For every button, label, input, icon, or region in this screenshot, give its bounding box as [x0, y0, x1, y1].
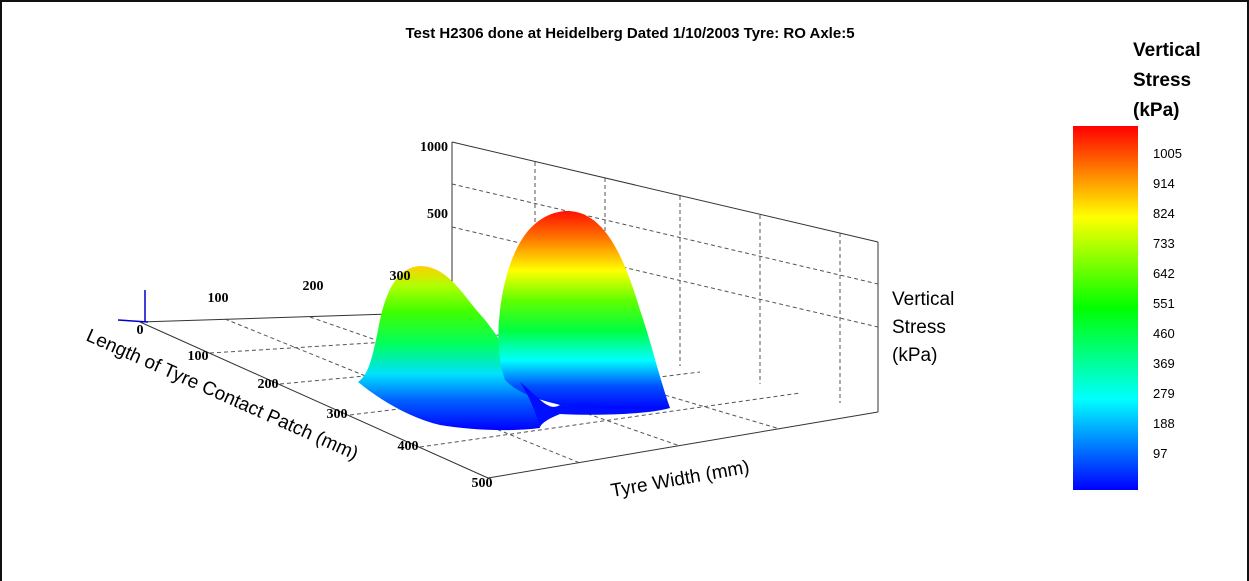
axes-box — [117, 141, 879, 479]
colorbar-title-line-1: Vertical — [1133, 40, 1201, 61]
colorbar-tick-369: 369 — [1153, 356, 1175, 371]
y-axis-label: Length of Tyre Contact Patch (mm) — [83, 325, 361, 464]
colorbar-tick-279: 279 — [1153, 386, 1175, 401]
x-tick-label-200: 200 — [303, 279, 324, 294]
colorbar-tick-1005: 1005 — [1153, 146, 1182, 161]
y-tick-label-200: 200 — [258, 377, 279, 392]
colorbar-tick-733: 733 — [1153, 236, 1175, 251]
y-tick-label-100: 100 — [188, 349, 209, 364]
colorbar-tick-460: 460 — [1153, 326, 1175, 341]
colorbar-gradient — [1073, 126, 1138, 490]
chart-title: Test H2306 done at Heidelberg Dated 1/10… — [405, 25, 854, 42]
stress-peak-right — [498, 210, 670, 411]
z-axis-label-line-2: Stress — [892, 317, 946, 338]
origin-axis-horizontal — [117, 319, 149, 323]
colorbar-tick-914: 914 — [1153, 176, 1175, 191]
back-grid-h2 — [451, 183, 879, 285]
x-axis-label: Tyre Width (mm) — [609, 457, 751, 502]
y-tick-label-400: 400 — [398, 439, 419, 454]
colorbar-tick-551: 551 — [1153, 296, 1175, 311]
z-tick-label-500: 500 — [427, 207, 448, 222]
floor-grid-a4 — [419, 392, 801, 448]
z-axis-label-line-1: Vertical — [892, 289, 954, 310]
y-tick-label-500: 500 — [472, 476, 493, 491]
surface — [358, 210, 670, 431]
colorbar-tick-642: 642 — [1153, 266, 1175, 281]
colorbar-tick-188: 188 — [1153, 416, 1175, 431]
y-tick-labels: 0 100 200 300 400 500 — [137, 323, 493, 491]
z-axis-label: Vertical Stress (kPa) — [892, 289, 954, 366]
stress-peak-left — [358, 266, 540, 431]
colorbar: Vertical Stress (kPa) 1005 914 824 733 6… — [1073, 40, 1201, 490]
floor-edge-right — [487, 411, 879, 479]
floor-edge-front — [139, 321, 489, 479]
x-tick-label-100: 100 — [208, 291, 229, 306]
x-tick-label-300: 300 — [390, 269, 411, 284]
y-tick-label-0: 0 — [137, 323, 144, 338]
back-wall-edge-top — [451, 141, 879, 243]
colorbar-tick-824: 824 — [1153, 206, 1175, 221]
y-tick-label-300: 300 — [327, 407, 348, 422]
colorbar-title-line-3: (kPa) — [1133, 100, 1179, 121]
colorbar-title-line-2: Stress — [1133, 70, 1191, 91]
z-axis-label-line-3: (kPa) — [892, 345, 937, 366]
floor-grid-b2 — [309, 316, 681, 447]
z-tick-labels: 1000 500 — [420, 140, 448, 222]
x-tick-labels: 100 200 300 — [208, 269, 411, 306]
colorbar-tick-97: 97 — [1153, 446, 1167, 461]
z-tick-label-1000: 1000 — [420, 140, 448, 155]
